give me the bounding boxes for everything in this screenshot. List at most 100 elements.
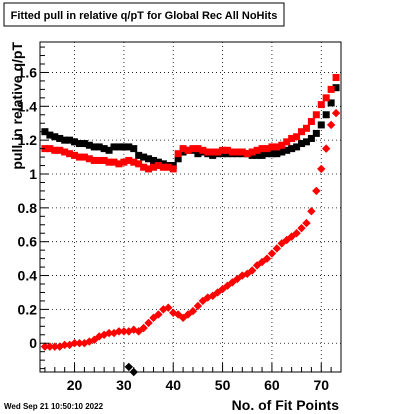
data-point-series-1 bbox=[317, 101, 325, 109]
y-tick-label: 1.6 bbox=[18, 64, 38, 80]
data-point-series-1 bbox=[154, 162, 162, 170]
data-point-series-2 bbox=[213, 288, 222, 297]
data-point-series-1 bbox=[258, 145, 266, 153]
data-point-series-1 bbox=[312, 111, 320, 119]
data-point-series-2 bbox=[272, 244, 282, 253]
data-point-series-0 bbox=[115, 143, 123, 151]
data-point-series-2 bbox=[321, 144, 331, 153]
data-point-series-2 bbox=[139, 323, 148, 333]
axes: 20 30 40 50 60 70 0 0.2 0.4 0.6 0.8 1 1.2 1.4 1.6 bbox=[18, 46, 342, 393]
data-point-series-1 bbox=[214, 148, 222, 156]
data-point-series-1 bbox=[115, 160, 123, 168]
data-point-series-2 bbox=[95, 332, 104, 341]
data-point-series-0 bbox=[56, 134, 64, 142]
data-point-series-0 bbox=[110, 143, 118, 151]
data-point-series-1 bbox=[243, 150, 251, 158]
data-point-series-1 bbox=[288, 134, 296, 142]
data-point-series-1 bbox=[322, 94, 330, 102]
data-point-series-0 bbox=[95, 143, 103, 151]
data-point-series-1 bbox=[66, 150, 74, 158]
data-point-series-1 bbox=[110, 158, 118, 166]
data-point-series-1 bbox=[130, 158, 138, 166]
y-tick-label: 1.4 bbox=[18, 98, 38, 114]
y-tick-label: 0.4 bbox=[18, 268, 38, 284]
data-point-series-2 bbox=[317, 164, 326, 174]
data-point-series-1 bbox=[179, 145, 187, 153]
title-box: Fitted pull in relative q/pT for Global … bbox=[3, 2, 285, 27]
data-point-series-2 bbox=[287, 232, 296, 241]
data-point-series-2 bbox=[50, 342, 60, 351]
data-point-series-1 bbox=[100, 156, 108, 164]
data-points bbox=[40, 74, 341, 377]
data-point-series-2 bbox=[292, 229, 301, 238]
data-point-series-2 bbox=[124, 327, 134, 336]
data-point-series-1 bbox=[80, 153, 88, 161]
data-point-series-1 bbox=[293, 133, 301, 141]
data-point-series-1 bbox=[71, 151, 79, 159]
x-tick-label: 60 bbox=[264, 377, 280, 393]
data-point-series-0 bbox=[90, 143, 98, 151]
y-tick-label: 0 bbox=[29, 335, 37, 351]
data-point-series-0 bbox=[105, 146, 113, 154]
data-point-series-2 bbox=[164, 303, 173, 312]
data-point-series-1 bbox=[283, 138, 291, 146]
data-point-series-1 bbox=[238, 148, 246, 156]
data-point-series-1 bbox=[228, 148, 236, 156]
y-tick-label: 0.6 bbox=[18, 234, 38, 250]
data-point-series-2 bbox=[247, 266, 257, 275]
grid bbox=[40, 42, 341, 372]
data-point-series-2 bbox=[307, 207, 316, 216]
x-tick-label: 50 bbox=[215, 377, 231, 393]
data-point-series-2 bbox=[302, 218, 311, 228]
data-point-series-0 bbox=[125, 143, 133, 151]
data-point-series-1 bbox=[253, 146, 261, 154]
data-point-series-0 bbox=[71, 138, 79, 146]
data-point-series-1 bbox=[75, 153, 83, 161]
data-point-series-2 bbox=[297, 223, 306, 233]
data-point-series-0 bbox=[278, 148, 286, 156]
data-point-series-2 bbox=[193, 301, 203, 311]
data-point-series-2 bbox=[45, 342, 55, 351]
x-axis-label: No. of Fit Points bbox=[232, 397, 340, 413]
data-point-series-2 bbox=[282, 235, 291, 245]
data-point-series-1 bbox=[224, 146, 232, 154]
data-point-series-0 bbox=[145, 155, 153, 163]
data-point-series-2 bbox=[60, 340, 69, 350]
data-point-series-1 bbox=[164, 163, 172, 171]
data-point-series-2 bbox=[262, 254, 272, 263]
data-point-series-0 bbox=[51, 133, 59, 141]
data-point-series-0 bbox=[298, 140, 306, 148]
data-point-series-1 bbox=[189, 145, 197, 153]
data-point-series-0 bbox=[302, 138, 310, 146]
data-point-series-2 bbox=[159, 305, 168, 314]
data-point-series-0 bbox=[61, 136, 69, 144]
data-point-series-1 bbox=[199, 146, 207, 154]
y-tick-label: 0.2 bbox=[18, 301, 38, 317]
data-point-series-1 bbox=[273, 143, 281, 151]
data-point-series-2 bbox=[119, 327, 129, 336]
data-point-series-1 bbox=[90, 156, 98, 164]
data-point-series-0 bbox=[80, 140, 88, 148]
data-point-series-1 bbox=[174, 150, 182, 158]
data-point-series-0 bbox=[46, 131, 54, 139]
data-point-series-1 bbox=[46, 145, 54, 153]
x-tick-label: 40 bbox=[165, 377, 181, 393]
data-point-series-2 bbox=[55, 342, 64, 351]
x-tick-label: 20 bbox=[67, 377, 83, 393]
data-point-series-2 bbox=[104, 328, 114, 338]
data-point-series-1 bbox=[278, 141, 286, 149]
data-point-series-2 bbox=[40, 342, 50, 351]
data-point-series-0 bbox=[85, 141, 93, 149]
data-point-series-0 bbox=[317, 121, 325, 129]
data-point-series-0 bbox=[312, 129, 320, 137]
data-point-series-1 bbox=[85, 155, 93, 163]
data-point-series-2 bbox=[188, 306, 198, 316]
data-point-series-1 bbox=[248, 148, 256, 156]
data-point-series-2 bbox=[90, 335, 99, 345]
data-point-series-1 bbox=[263, 145, 271, 153]
data-point-series-1 bbox=[105, 158, 113, 166]
data-point-series-2 bbox=[312, 186, 321, 196]
plot-frame bbox=[39, 41, 342, 373]
data-point-series-1 bbox=[307, 118, 315, 126]
data-point-series-0 bbox=[149, 156, 157, 164]
